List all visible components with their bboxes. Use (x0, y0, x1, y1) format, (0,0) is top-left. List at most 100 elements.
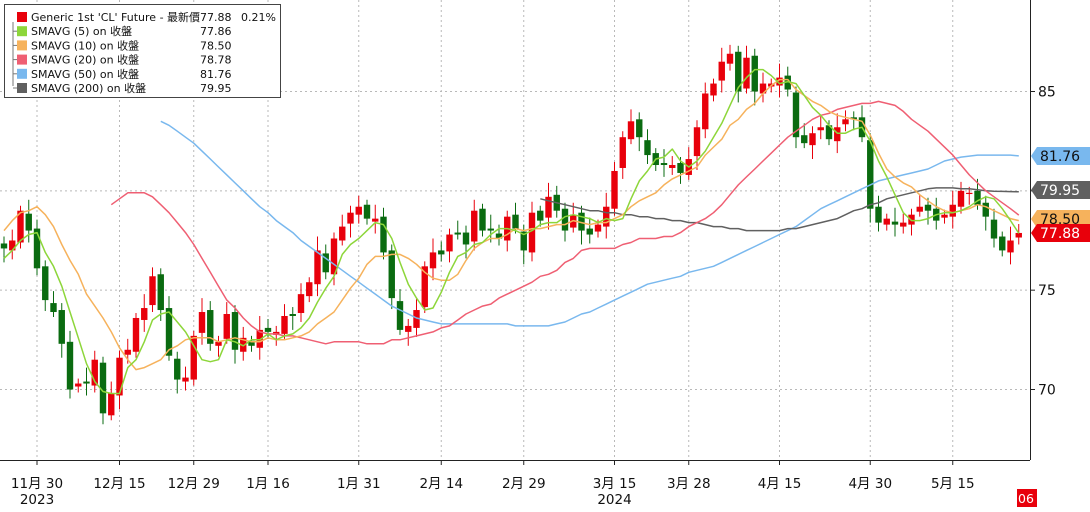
candle-body (528, 212, 536, 253)
candle-body (281, 315, 288, 334)
candle (256, 315, 263, 360)
legend-swatch (17, 68, 27, 79)
candle-body (248, 340, 255, 346)
candle (718, 47, 725, 93)
candle (809, 126, 816, 160)
candle (966, 186, 973, 205)
candle (792, 86, 800, 149)
candle-body (487, 228, 494, 231)
candle-body (471, 210, 478, 242)
legend-value: 79.95 (200, 82, 232, 95)
candle-body (726, 53, 734, 64)
legend-label: SMAVG (20) on 收盤 (31, 53, 139, 67)
x-tick-label: 4月 30 (848, 476, 892, 492)
candle-body (363, 204, 371, 219)
candle-body (999, 236, 1006, 251)
legend-entry: Generic 1st 'CL' Future - 最新價 77.88 0.21% (17, 10, 276, 24)
candle (248, 335, 255, 352)
candle-body (594, 224, 602, 232)
candle (372, 204, 379, 234)
x-tick-label: 3月 28 (667, 476, 711, 492)
candle-body (578, 212, 585, 231)
candle (578, 205, 585, 245)
candle-body (339, 226, 346, 241)
candle (924, 197, 932, 225)
x-tick-label: 2月 29 (502, 476, 546, 492)
candle-body (75, 383, 82, 387)
candle-body (834, 127, 841, 142)
candle-body (58, 310, 65, 344)
candle (240, 326, 247, 361)
candle-body (141, 308, 148, 320)
candle (702, 82, 709, 139)
candle (685, 147, 692, 180)
price-label-text: 79.95 (1040, 183, 1080, 199)
price-label-bg (1031, 224, 1090, 242)
legend-label: SMAVG (5) on 收盤 (31, 24, 132, 38)
candle (636, 112, 643, 152)
candle-body (256, 329, 263, 348)
candle-body (322, 253, 329, 273)
x-tick-label: 1月 31 (337, 476, 381, 492)
candle (165, 296, 173, 361)
candle-body (429, 252, 437, 269)
candle-body (182, 377, 189, 382)
candle (207, 301, 214, 351)
candle-body (454, 232, 461, 235)
x-tick-label: 1月 16 (246, 476, 290, 492)
legend-swatch (17, 54, 27, 65)
price-label-sma50: 81.76 (1031, 147, 1090, 165)
candle (174, 351, 181, 394)
price-label-bg (1031, 147, 1090, 165)
candle-body (949, 204, 956, 217)
candle (50, 291, 57, 317)
candle-body (636, 119, 643, 138)
candle-body (190, 335, 197, 380)
series-line-sma50 (160, 120, 1019, 327)
candle-body (99, 362, 107, 414)
candle (561, 202, 569, 242)
series-line-sma10 (3, 78, 1019, 371)
y-tick-label: 85 (1038, 85, 1056, 101)
candle (75, 378, 82, 393)
price-label-price: 77.88 (1031, 224, 1090, 242)
candle-body (586, 228, 593, 235)
x-tick-label: 11月 30 (11, 476, 63, 492)
legend-value: 77.86 (200, 25, 232, 38)
candle-body (603, 206, 610, 227)
candle (908, 208, 915, 236)
candle-body (413, 310, 420, 328)
corner-label-text: 06 (1018, 491, 1034, 506)
candle-body (825, 125, 833, 140)
x-tick-label: 3月 15 (593, 476, 637, 492)
y-tick-label: 70 (1038, 383, 1056, 399)
legend-value: 78.78 (200, 54, 232, 67)
candle-body (916, 206, 923, 212)
legend-label: SMAVG (50) on 收盤 (31, 67, 139, 81)
candle (957, 181, 965, 214)
candle-body (347, 212, 354, 224)
candle (446, 228, 453, 263)
candle (190, 330, 197, 386)
candle (149, 267, 156, 313)
candle-body (83, 381, 90, 384)
candle (9, 229, 16, 260)
candle-body (149, 276, 156, 306)
candle (990, 208, 998, 248)
candle (380, 207, 387, 260)
candle (396, 289, 404, 335)
candle-body (207, 310, 214, 344)
candle-body (693, 127, 701, 157)
price-label-text: 81.76 (1040, 149, 1080, 165)
legend-entry: SMAVG (50) on 收盤 81.76 (13, 67, 232, 81)
candle-body (735, 51, 742, 92)
candle-body (660, 163, 668, 166)
candle-body (50, 303, 57, 313)
candle (759, 72, 767, 103)
candle (479, 203, 486, 237)
candle (66, 330, 74, 399)
candle (949, 190, 956, 229)
candle-body (900, 222, 907, 227)
